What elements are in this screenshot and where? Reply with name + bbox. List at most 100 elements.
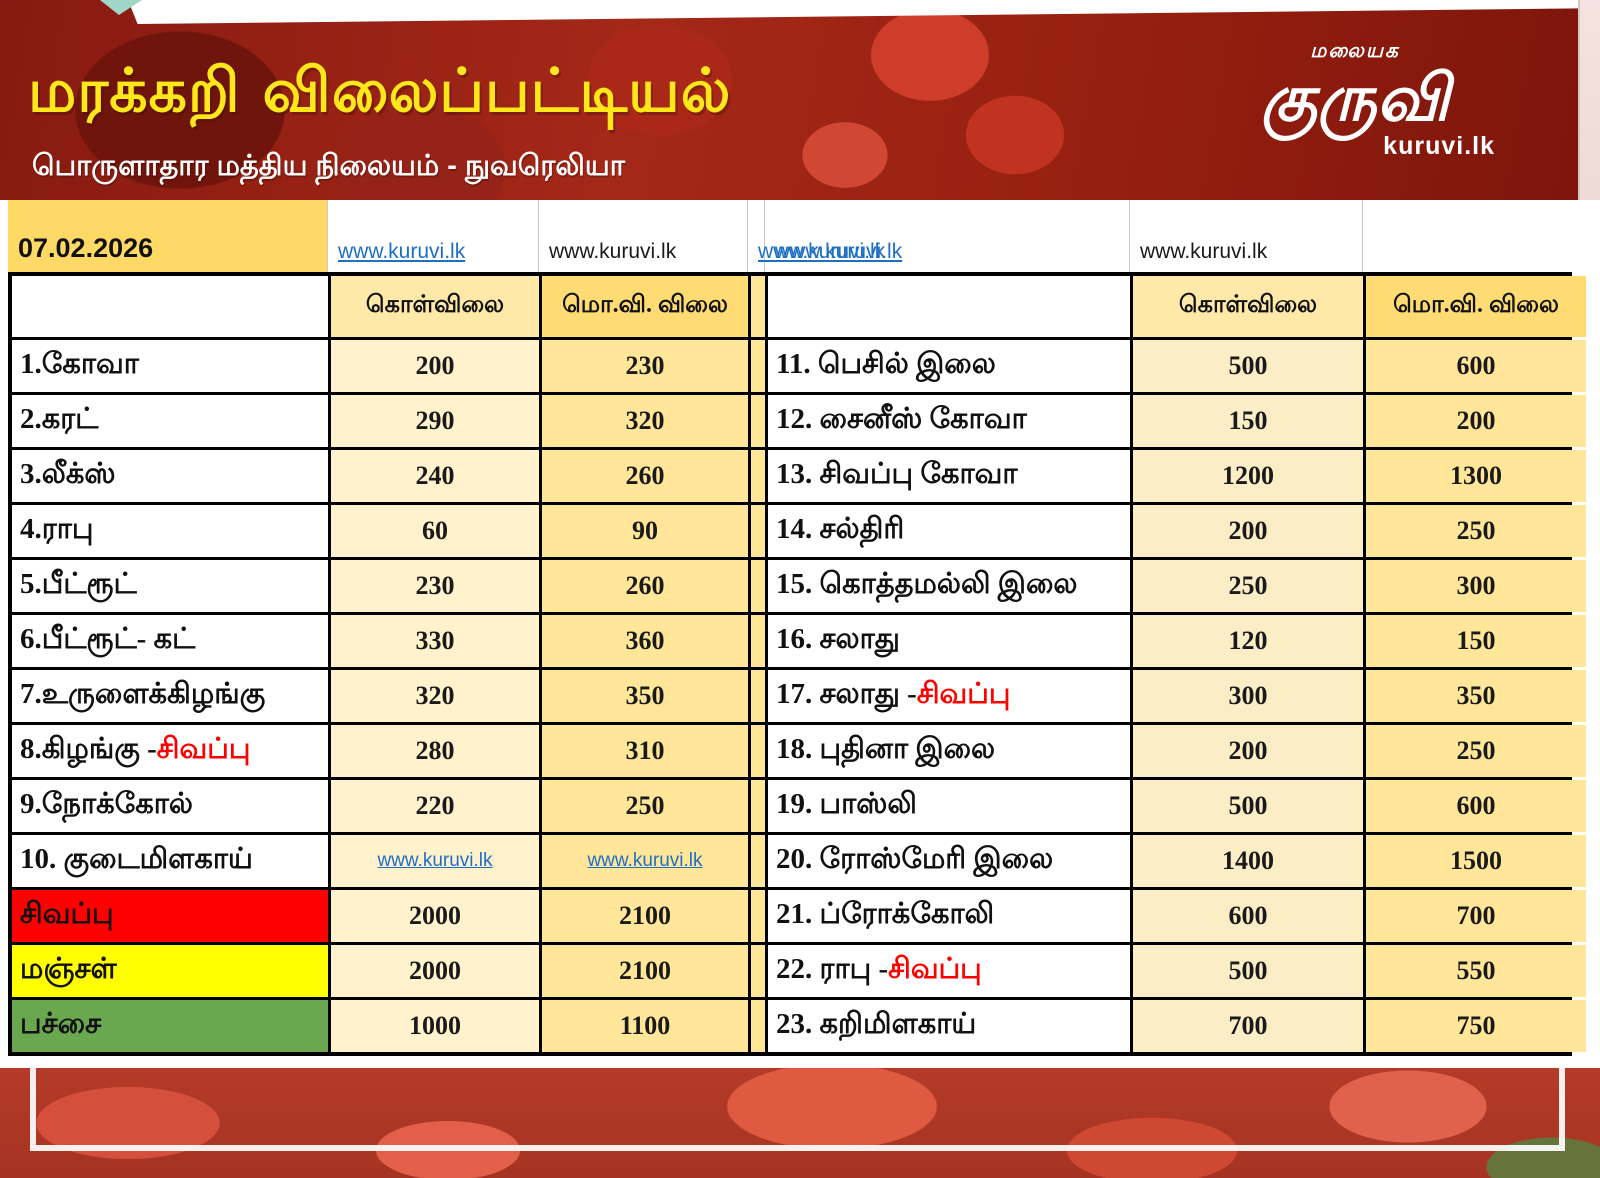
- buy-price-cell: 240: [331, 450, 539, 502]
- kuruvi-link[interactable]: www.kuruvi.lk: [758, 240, 886, 263]
- wholesale-price-cell: 350: [542, 670, 748, 722]
- buy-price-value: 200: [415, 351, 455, 380]
- item-name-cell: 13. சிவப்பு கோவா: [768, 450, 1130, 502]
- buy-price-value: 120: [1228, 626, 1268, 655]
- buy-price-cell: 120: [1133, 615, 1363, 667]
- wholesale-price-cell: 250: [1366, 725, 1586, 777]
- buy-price-cell: 290: [331, 395, 539, 447]
- kuruvi-link[interactable]: www.kuruvi.lk: [338, 240, 466, 263]
- kuruvi-link[interactable]: www.kuruvi.lk: [377, 850, 493, 871]
- wholesale-price-value: 250: [1456, 736, 1496, 765]
- buy-price-cell: 200: [1133, 725, 1363, 777]
- wholesale-column-label: மொ.வி. விலை: [1393, 292, 1559, 318]
- date-row-cell: www.kuruvi.lk: [748, 200, 885, 272]
- buy-price-cell: 330: [331, 615, 539, 667]
- buy-price-cell: 280: [331, 725, 539, 777]
- item-name: 9.நோக்கோல்: [20, 788, 194, 820]
- price-table: கொள்விலை மொ.வி. விலை கொள்விலை மொ.வி. விலை 1.…: [8, 272, 1586, 1056]
- item-name-accent: சிவப்பு: [916, 678, 1011, 710]
- item-name-cell: மஞ்சள்: [12, 945, 328, 997]
- kuruvi-link[interactable]: www.kuruvi.lk: [775, 240, 903, 263]
- buy-price-value: 320: [415, 681, 455, 710]
- page-subtitle: பொருளாதார மத்திய நிலையம் - நுவரெலியா: [32, 150, 625, 182]
- item-name: 3.லீக்ஸ்: [20, 458, 116, 490]
- item-name: 15. கொத்தமல்லி இலை: [776, 568, 1078, 600]
- item-name: 18. புதினா இலை: [776, 733, 996, 765]
- wholesale-price-value: 2100: [619, 956, 671, 985]
- buy-price-cell: 300: [1133, 670, 1363, 722]
- buy-price-value: 280: [415, 736, 455, 765]
- item-name-cell: 11. பெசில் இலை: [768, 340, 1130, 392]
- wholesale-price-value: 550: [1456, 956, 1496, 985]
- item-name: மஞ்சள்: [20, 953, 117, 985]
- buy-price-value: 1200: [1222, 461, 1274, 490]
- buy-price-cell: 2000: [331, 945, 539, 997]
- buy-price-cell: 500: [1133, 340, 1363, 392]
- wholesale-price-cell: 310: [542, 725, 748, 777]
- buy-price-value: 150: [1228, 406, 1268, 435]
- kuruvi-url-text: www.kuruvi.lk: [1140, 240, 1268, 263]
- logo-site-text: kuruvi.lk: [1383, 132, 1495, 161]
- buy-price-value: 240: [415, 461, 455, 490]
- buy-price-value: 220: [415, 791, 455, 820]
- buy-price-value: 60: [422, 516, 448, 545]
- wholesale-price-cell: 90: [542, 505, 748, 557]
- wholesale-price-value: 350: [1456, 681, 1496, 710]
- item-name-cell: சிவப்பு: [12, 890, 328, 942]
- wholesale-price-cell: 550: [1366, 945, 1586, 997]
- buy-price-cell: 230: [331, 560, 539, 612]
- wholesale-price-value: 250: [1456, 516, 1496, 545]
- item-name: 16. சலாது: [776, 623, 900, 655]
- wholesale-price-cell: 1500: [1366, 835, 1586, 887]
- gap-cell: [751, 670, 765, 722]
- buy-price-value: 1000: [409, 1011, 461, 1040]
- date-row-cell: www.kuruvi.lk: [539, 200, 748, 272]
- wholesale-price-cell: 260: [542, 450, 748, 502]
- wholesale-price-cell: 260: [542, 560, 748, 612]
- wholesale-price-cell: 600: [1366, 780, 1586, 832]
- wholesale-price-cell: 350: [1366, 670, 1586, 722]
- buy-price-cell: 200: [1133, 505, 1363, 557]
- item-name: 8.கிழங்கு -: [20, 733, 157, 765]
- gap-cell: [751, 450, 765, 502]
- wholesale-column-header: மொ.வி. விலை: [1366, 276, 1586, 337]
- gap-cell: [751, 1000, 765, 1052]
- wholesale-price-value: 260: [625, 571, 665, 600]
- gap-cell: [751, 835, 765, 887]
- buy-price-cell: 1400: [1133, 835, 1363, 887]
- wholesale-price-value: 700: [1456, 901, 1496, 930]
- item-name-cell: 17. சலாது - சிவப்பு: [768, 670, 1130, 722]
- item-name-cell: 6.பீட்ரூட்- கட்: [12, 615, 328, 667]
- buy-price-cell: 2000: [331, 890, 539, 942]
- wholesale-price-cell: 200: [1366, 395, 1586, 447]
- wholesale-price-value: 360: [625, 626, 665, 655]
- item-name: 2.கரட்: [20, 403, 99, 435]
- item-name-cell: 12. சைனீஸ் கோவா: [768, 395, 1130, 447]
- item-name: 5.பீட்ரூட்: [20, 568, 137, 600]
- wholesale-price-value: 200: [1456, 406, 1496, 435]
- gap-cell: [751, 725, 765, 777]
- wholesale-column-header: மொ.வி. விலை: [542, 276, 748, 337]
- buy-price-value: 200: [1228, 736, 1268, 765]
- buy-price-value: 500: [1228, 791, 1268, 820]
- date-cell: 07.02.2026: [8, 200, 328, 272]
- wholesale-price-value: 600: [1456, 351, 1496, 380]
- item-name-cell: 21. ப்ரோக்கோலி: [768, 890, 1130, 942]
- buy-price-cell: www.kuruvi.lk: [331, 835, 539, 887]
- item-name-cell: 20. ரோஸ்மேரி இலை: [768, 835, 1130, 887]
- wholesale-price-cell: 2100: [542, 890, 748, 942]
- gap-cell: [751, 340, 765, 392]
- wholesale-price-value: 90: [632, 516, 658, 545]
- date-row-cell: www.kuruvi.lk: [1130, 200, 1363, 272]
- item-name: 7.உருளைக்கிழங்கு: [20, 678, 266, 710]
- buy-column-label: கொள்விலை: [365, 292, 505, 318]
- buy-price-value: 330: [415, 626, 455, 655]
- buy-column-label: கொள்விலை: [1178, 292, 1318, 318]
- item-name-cell: 9.நோக்கோல்: [12, 780, 328, 832]
- item-name-cell: 15. கொத்தமல்லி இலை: [768, 560, 1130, 612]
- buy-column-header: கொள்விலை: [331, 276, 539, 337]
- item-name-cell: 1.கோவா: [12, 340, 328, 392]
- buy-price-cell: 1200: [1133, 450, 1363, 502]
- item-name: 6.பீட்ரூட்- கட்: [20, 623, 196, 655]
- kuruvi-link[interactable]: www.kuruvi.lk: [587, 850, 703, 871]
